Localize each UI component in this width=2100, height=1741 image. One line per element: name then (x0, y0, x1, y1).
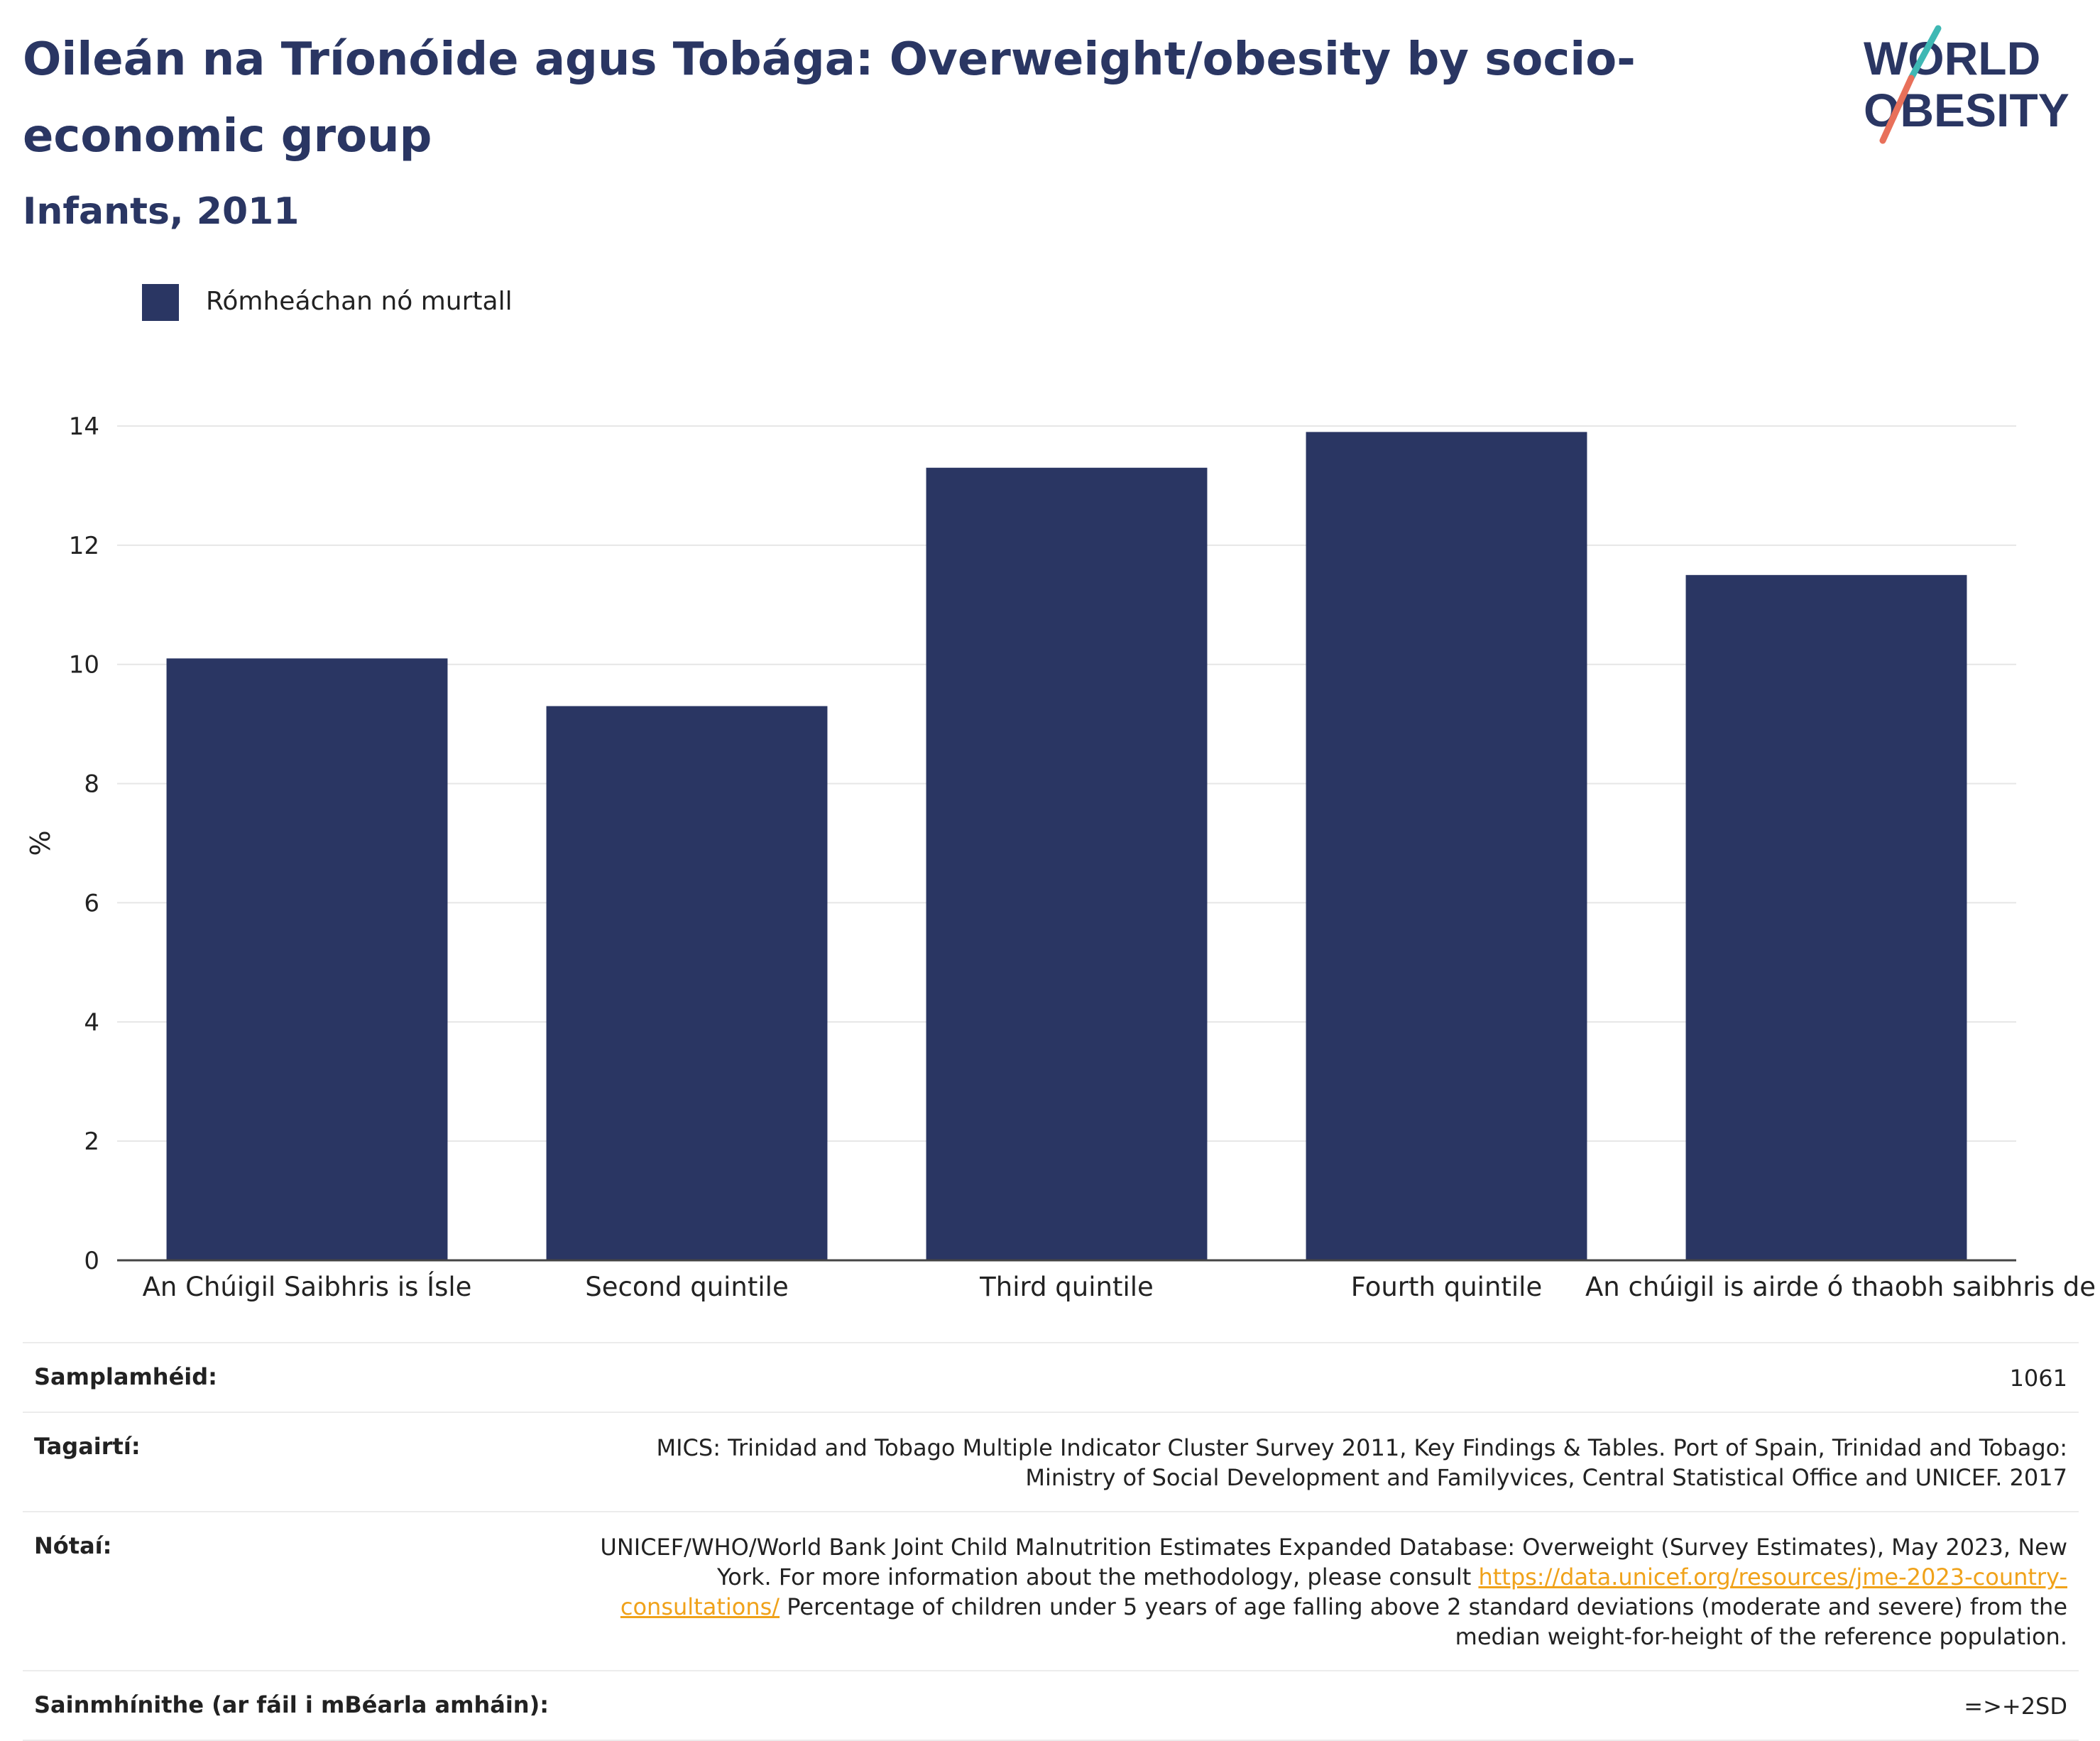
notes-text-start: UNICEF/WHO/World Bank Joint Child Malnut… (600, 1534, 2067, 1590)
references-row: Tagairtí: MICS: Trinidad and Tobago Mult… (23, 1412, 2079, 1511)
x-tick-label: Fourth quintile (1351, 1272, 1542, 1302)
bar (1685, 574, 1967, 1260)
y-tick-label: 6 (84, 889, 99, 917)
definitions-value: =>+2SD (1964, 1693, 2067, 1720)
sample-size-value: 1061 (2009, 1365, 2067, 1392)
x-tick-label: An Chúigil Saibhris is Ísle (143, 1271, 472, 1302)
y-tick-label: 14 (69, 413, 99, 441)
legend-label: Rómheáchan nó murtall (206, 287, 513, 316)
x-tick-label: Third quintile (979, 1272, 1154, 1302)
methodology-link[interactable]: https://data.unicef.org/resources/jme-20… (620, 1563, 2067, 1620)
y-tick-label: 4 (84, 1008, 99, 1037)
y-tick-label: 12 (69, 532, 99, 560)
sample-size-row: Samplamhéid: 1061 (23, 1342, 2079, 1412)
definitions-label: Sainmhínithe (ar fáil i mBéarla amháin): (34, 1691, 549, 1718)
x-tick-label: Second quintile (585, 1272, 788, 1302)
y-tick-label: 10 (69, 651, 99, 680)
chart-title: Oileán na Tríonóide agus Tobága: Overwei… (23, 33, 1636, 163)
bar (546, 706, 828, 1260)
chart-subtitle: Infants, 2011 (23, 190, 300, 233)
bar (1306, 432, 1587, 1261)
definitions-row: Sainmhínithe (ar fáil i mBéarla amháin):… (23, 1670, 2079, 1741)
logo-text-world: WORLD (1864, 32, 2040, 84)
logo-slash-teal (1908, 25, 1942, 82)
info-table: Samplamhéid: 1061 Tagairtí: MICS: Trinid… (23, 1342, 2079, 1741)
y-axis-title: % (25, 830, 56, 856)
notes-label: Nótaí: (34, 1532, 112, 1559)
legend-swatch (142, 284, 179, 321)
bar (926, 467, 1208, 1260)
y-tick-label: 0 (84, 1247, 99, 1275)
world-obesity-logo: WORLD OBESITY (1864, 25, 2069, 144)
x-tick-label: An chúigil is airde ó thaobh saibhris de (1585, 1272, 2096, 1302)
bar-chart: 0 2 4 6 8 10 12 14% An Chúigil Saibhris is Ísle S… (25, 413, 2096, 1302)
bar (166, 658, 448, 1260)
sample-size-label: Samplamhéid: (34, 1363, 217, 1390)
notes-row: Nótaí: UNICEF/WHO/World Bank Joint Child… (23, 1511, 2079, 1670)
y-tick-label: 8 (84, 770, 99, 799)
logo-slash-coral (1879, 75, 1915, 144)
references-value: MICS: Trinidad and Tobago Multiple Indic… (656, 1434, 2067, 1491)
notes-value: UNICEF/WHO/World Bank Joint Child Malnut… (562, 1532, 2067, 1652)
y-tick-label: 2 (84, 1128, 99, 1156)
notes-text-end: Percentage of children under 5 years of … (780, 1593, 2067, 1650)
references-label: Tagairtí: (34, 1433, 141, 1460)
